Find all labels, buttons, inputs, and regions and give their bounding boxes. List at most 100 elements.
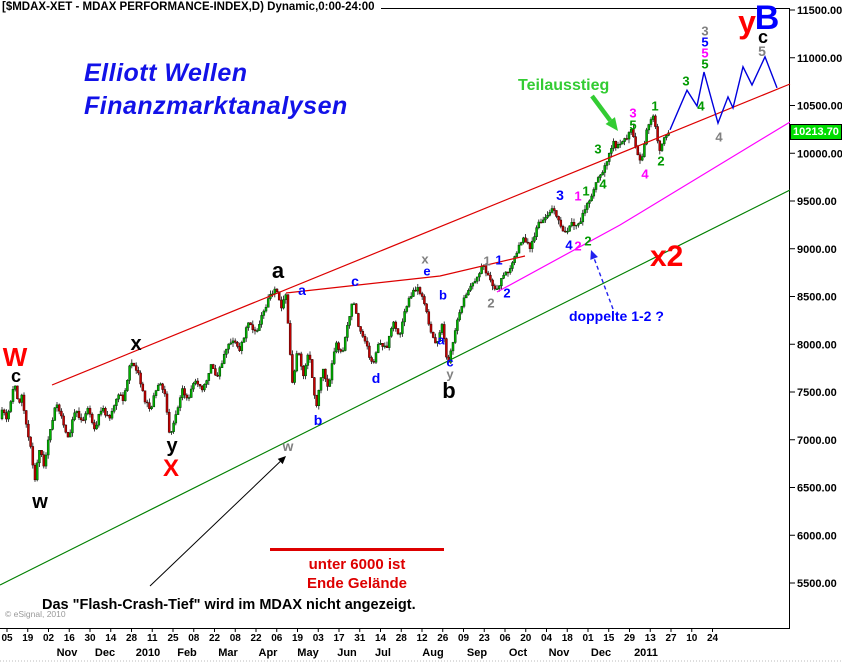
- elliott-label-green-5[interactable]: 5: [701, 56, 709, 72]
- svg-text:06: 06: [271, 633, 283, 644]
- date-axis[interactable]: 05 19 02 16 30 14 28 11 25 08 22 08 22 06 19 03 17 31 14 28…: [0, 628, 842, 662]
- svg-text:30: 30: [84, 633, 96, 644]
- watermark[interactable]: Elliott Wellen Finanzmarktanalysen: [84, 57, 348, 123]
- svg-text:28: 28: [396, 633, 408, 644]
- projection-zigzag[interactable]: [669, 55, 778, 131]
- annotation-flash-crash[interactable]: Das "Flash-Crash-Tief" wird im MDAX nich…: [42, 597, 416, 613]
- magenta-support-line[interactable]: [496, 121, 791, 293]
- svg-text:31: 31: [354, 633, 366, 644]
- elliott-label-gray-4[interactable]: 4: [715, 129, 723, 145]
- elliott-label-black-y[interactable]: y: [166, 435, 178, 457]
- watermark-line2: Finanzmarktanalysen: [84, 92, 348, 120]
- elliott-label-green-1[interactable]: 1: [651, 98, 659, 114]
- elliott-label-green-4[interactable]: 4: [697, 98, 705, 114]
- elliott-label-magenta-4[interactable]: 4: [641, 166, 649, 182]
- elliott-label-blue-3[interactable]: 3: [556, 187, 564, 203]
- elliott-label-magenta-3[interactable]: 3: [629, 105, 637, 121]
- svg-text:03: 03: [313, 633, 325, 644]
- svg-text:8000.00: 8000.00: [797, 339, 837, 351]
- elliott-label-red-X[interactable]: X: [162, 455, 180, 482]
- elliott-label-green-2[interactable]: 2: [657, 153, 665, 169]
- flashcrash-arrow[interactable]: [149, 456, 286, 587]
- elliott-label-gray-w[interactable]: w: [282, 438, 294, 454]
- elliott-label-green-3[interactable]: 3: [682, 73, 690, 89]
- elliott-label-black-b[interactable]: b: [442, 378, 456, 403]
- price-axis[interactable]: 11500.00 11000.00 10500.00 10000.00 9500.00 9…: [790, 5, 842, 590]
- elliott-label-blue-B[interactable]: B: [754, 0, 780, 37]
- elliott-label-blue-4[interactable]: 4: [565, 237, 573, 253]
- elliott-label-black-c[interactable]: c: [10, 366, 22, 386]
- window-title: [$MDAX-XET - MDAX PERFORMANCE-INDEX,D) D…: [0, 0, 381, 14]
- ace-red-line[interactable]: [285, 255, 526, 294]
- elliott-label-blue-5[interactable]: 5: [701, 34, 709, 50]
- svg-text:Jul: Jul: [375, 647, 391, 659]
- upper-red-channel-line[interactable]: [51, 83, 791, 386]
- svg-text:25: 25: [167, 633, 179, 644]
- elliott-label-gray-x[interactable]: x: [421, 251, 429, 267]
- elliott-label-green-4[interactable]: 4: [599, 176, 607, 192]
- svg-text:19: 19: [292, 633, 304, 644]
- svg-text:7000.00: 7000.00: [797, 435, 837, 447]
- elliott-label-black-w[interactable]: w: [32, 491, 48, 513]
- elliott-label-green-2[interactable]: 2: [584, 233, 592, 249]
- elliott-label-gray-2[interactable]: 2: [487, 295, 495, 311]
- elliott-label-magenta-1[interactable]: 1: [574, 188, 582, 204]
- elliott-label-green-3[interactable]: 3: [594, 141, 602, 157]
- elliott-label-blue-a[interactable]: a: [437, 332, 445, 348]
- elliott-label-black-a[interactable]: a: [271, 258, 285, 283]
- svg-text:23: 23: [479, 633, 491, 644]
- svg-text:Aug: Aug: [422, 647, 443, 659]
- elliott-label-green-1[interactable]: 1: [582, 183, 590, 199]
- svg-text:12: 12: [416, 633, 428, 644]
- elliott-label-green-5[interactable]: 5: [629, 117, 637, 133]
- elliott-label-gray-1[interactable]: 1: [483, 253, 491, 269]
- elliott-label-blue-b[interactable]: b: [439, 287, 447, 303]
- svg-text:04: 04: [541, 633, 553, 644]
- elliott-label-magenta-2[interactable]: 2: [574, 238, 582, 254]
- elliott-label-blue-e[interactable]: e: [423, 263, 431, 279]
- last-price-badge: 10213.70: [790, 124, 842, 140]
- annotation-teilausstieg[interactable]: Teilausstieg: [518, 77, 610, 94]
- svg-text:17: 17: [333, 633, 345, 644]
- elliott-label-blue-2[interactable]: 2: [503, 285, 511, 301]
- svg-text:08: 08: [230, 633, 242, 644]
- elliott-label-blue-a[interactable]: a: [298, 282, 306, 298]
- annotation-doppelte-1-2[interactable]: doppelte 1-2 ?: [569, 308, 664, 324]
- elliott-label-blue-1[interactable]: 1: [495, 252, 503, 268]
- elliott-label-magenta-5[interactable]: 5: [701, 45, 709, 61]
- svg-text:5500.00: 5500.00: [797, 578, 837, 590]
- svg-text:May: May: [297, 647, 319, 659]
- annotation-unter-6000[interactable]: unter 6000 ist Ende Gelände: [270, 548, 444, 593]
- svg-text:24: 24: [707, 633, 719, 644]
- teilausstieg-arrow[interactable]: [590, 94, 618, 131]
- svg-text:Dec: Dec: [95, 647, 115, 659]
- elliott-label-blue-d[interactable]: d: [371, 370, 381, 386]
- lower-green-channel-line[interactable]: [0, 189, 791, 586]
- candlesticks: [0, 115, 670, 481]
- elliott-label-gray-y[interactable]: y: [446, 366, 454, 382]
- svg-text:22: 22: [250, 633, 262, 644]
- svg-text:7500.00: 7500.00: [797, 387, 837, 399]
- svg-text:26: 26: [437, 633, 449, 644]
- copyright-note: © eSignal, 2010: [5, 609, 66, 619]
- svg-text:18: 18: [562, 633, 574, 644]
- svg-text:Jun: Jun: [337, 647, 357, 659]
- elliott-label-gray-3[interactable]: 3: [701, 23, 709, 39]
- svg-text:28: 28: [126, 633, 138, 644]
- annotation-x2[interactable]: x2: [650, 240, 684, 273]
- doppelte-arrow[interactable]: [590, 250, 614, 310]
- elliott-label-red-W[interactable]: W: [2, 342, 28, 372]
- elliott-label-blue-b[interactable]: b: [313, 412, 323, 428]
- elliott-label-black-x[interactable]: x: [130, 333, 142, 355]
- svg-text:02: 02: [43, 633, 55, 644]
- svg-text:9000.00: 9000.00: [797, 244, 837, 256]
- svg-text:19: 19: [22, 633, 34, 644]
- svg-text:10: 10: [686, 633, 698, 644]
- elliott-label-red-y[interactable]: y: [738, 4, 756, 40]
- elliott-label-gray-5[interactable]: 5: [758, 43, 766, 59]
- elliott-label-blue-c[interactable]: c: [351, 273, 359, 289]
- elliott-label-blue-c[interactable]: c: [446, 354, 454, 370]
- elliott-label-black-c[interactable]: c: [757, 27, 769, 47]
